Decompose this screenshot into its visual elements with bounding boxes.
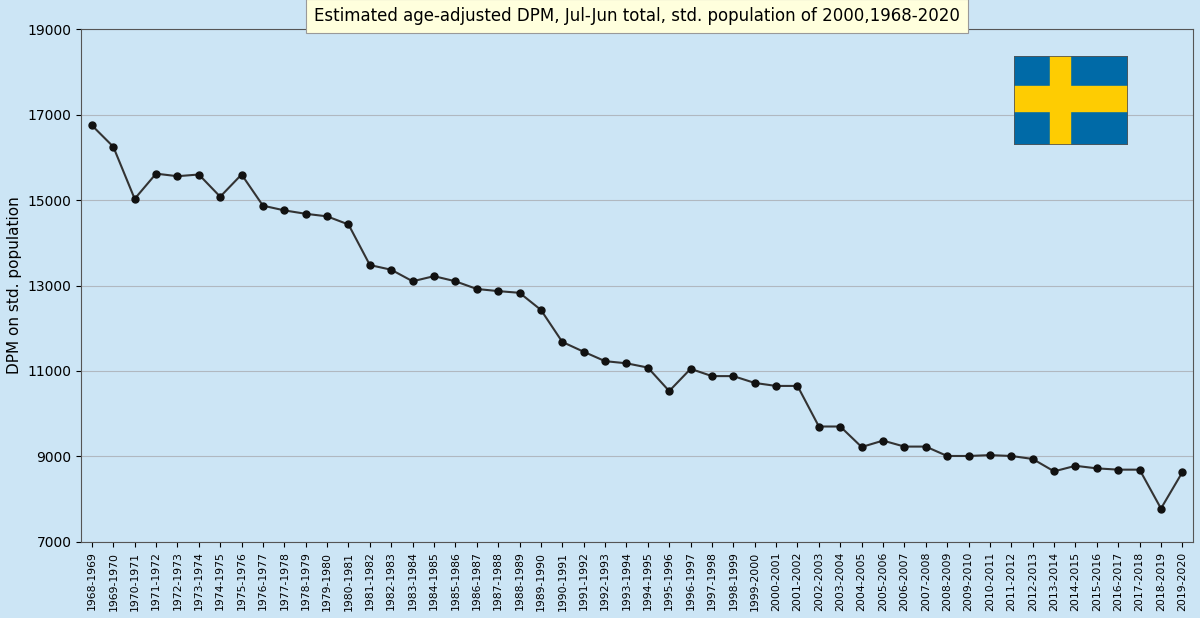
Title: Estimated age-adjusted DPM, Jul-Jun total, std. population of 2000,1968-2020: Estimated age-adjusted DPM, Jul-Jun tota… (314, 7, 960, 25)
Bar (1050, 56, 1069, 145)
Y-axis label: DPM on std. population: DPM on std. population (7, 197, 22, 375)
Bar (1014, 86, 1128, 111)
